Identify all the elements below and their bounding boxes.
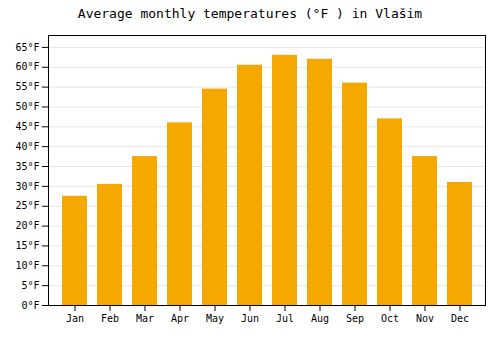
- svg-text:45°F: 45°F: [15, 121, 39, 132]
- svg-text:Sep: Sep: [346, 313, 364, 324]
- svg-text:Jul: Jul: [276, 313, 294, 324]
- svg-text:Apr: Apr: [171, 313, 189, 324]
- svg-text:Mar: Mar: [136, 313, 154, 324]
- svg-text:5°F: 5°F: [21, 280, 39, 291]
- svg-text:Dec: Dec: [451, 313, 469, 324]
- svg-text:30°F: 30°F: [15, 181, 39, 192]
- svg-text:55°F: 55°F: [15, 81, 39, 92]
- svg-text:15°F: 15°F: [15, 240, 39, 251]
- svg-text:Aug: Aug: [311, 313, 329, 324]
- svg-text:10°F: 10°F: [15, 260, 39, 271]
- svg-text:Nov: Nov: [416, 313, 434, 324]
- svg-text:60°F: 60°F: [15, 61, 39, 72]
- svg-text:25°F: 25°F: [15, 200, 39, 211]
- svg-text:40°F: 40°F: [15, 141, 39, 152]
- svg-text:Jan: Jan: [66, 313, 84, 324]
- svg-text:20°F: 20°F: [15, 220, 39, 231]
- svg-text:0°F: 0°F: [21, 300, 39, 311]
- svg-text:35°F: 35°F: [15, 161, 39, 172]
- svg-text:Jun: Jun: [241, 313, 259, 324]
- svg-text:May: May: [206, 313, 224, 324]
- svg-text:50°F: 50°F: [15, 101, 39, 112]
- html-text:Average monthly temperatures (: Average monthly temperatures (°F ) in Vl…: [77, 6, 423, 21]
- svg-text:Feb: Feb: [101, 313, 119, 324]
- svg-text:65°F: 65°F: [15, 42, 39, 53]
- svg-text:Oct: Oct: [381, 313, 399, 324]
